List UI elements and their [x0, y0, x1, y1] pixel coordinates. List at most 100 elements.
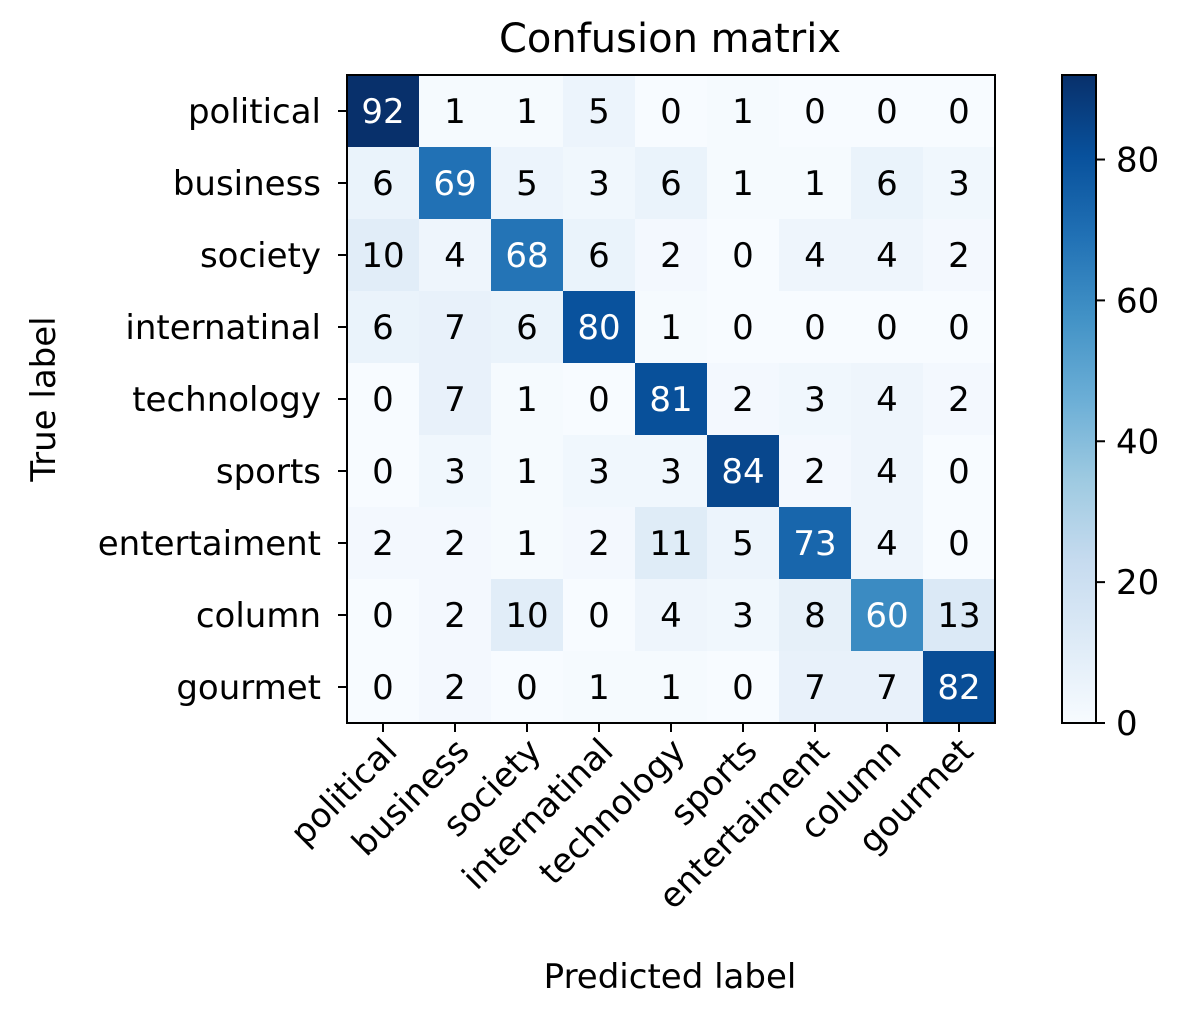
- colorbar-ticks: 0 20 40 60 80: [1096, 141, 1159, 744]
- heatmap-cell: [635, 363, 708, 436]
- cell-value-label: 1: [444, 92, 466, 132]
- y-tick-label: column: [196, 596, 321, 636]
- heatmap-cell: [419, 147, 492, 220]
- heatmap-cell: [923, 651, 996, 724]
- heatmap-cell: [419, 507, 492, 580]
- cell-value-label: 69: [433, 164, 476, 204]
- heatmap-cell: [419, 363, 492, 436]
- heatmap-cell: [779, 435, 852, 508]
- heatmap-cell: [347, 219, 420, 292]
- y-axis-label: True label: [24, 316, 64, 482]
- heatmap-cell: [707, 363, 780, 436]
- cell-value-label: 6: [588, 236, 610, 276]
- cell-value-label: 5: [732, 524, 754, 564]
- cell-value-label: 1: [516, 524, 538, 564]
- heatmap-cell: [635, 579, 708, 652]
- heatmap-cell: [419, 651, 492, 724]
- cell-value-label: 0: [516, 668, 538, 708]
- heatmap-cell: [707, 147, 780, 220]
- cell-value-label: 4: [444, 236, 466, 276]
- heatmap-cell: [923, 435, 996, 508]
- heatmap-cell: [851, 435, 924, 508]
- heatmap-cell: [851, 219, 924, 292]
- y-tick-label: entertaiment: [98, 524, 321, 564]
- heatmap-cell: [419, 291, 492, 364]
- cell-value-label: 0: [948, 92, 970, 132]
- y-tick-label: technology: [132, 380, 321, 420]
- heatmap-cell: [491, 147, 564, 220]
- heatmap-cell: [923, 219, 996, 292]
- cell-value-label: 60: [865, 596, 908, 636]
- colorbar-tick-label: 60: [1116, 281, 1159, 321]
- cell-value-label: 0: [660, 92, 682, 132]
- y-tick-label: society: [200, 236, 321, 276]
- cell-value-label: 4: [804, 236, 826, 276]
- cell-value-label: 8: [804, 596, 826, 636]
- heatmap-cell: [779, 291, 852, 364]
- heatmap-cell: [707, 435, 780, 508]
- y-tick-label: sports: [216, 452, 321, 492]
- cell-value-label: 10: [361, 236, 404, 276]
- cell-value-label: 0: [588, 596, 610, 636]
- chart-title: Confusion matrix: [499, 16, 841, 62]
- heatmap-cell: [491, 363, 564, 436]
- heatmap-cell: [779, 579, 852, 652]
- heatmap-cell: [923, 291, 996, 364]
- cell-value-label: 6: [660, 164, 682, 204]
- cell-value-label: 0: [732, 668, 754, 708]
- x-axis-ticks: politicalbusinesssocietyinternatinaltech…: [283, 723, 981, 917]
- cell-value-label: 2: [444, 596, 466, 636]
- cell-value-label: 2: [444, 524, 466, 564]
- heatmap-cell: [635, 147, 708, 220]
- cell-value-label: 1: [516, 452, 538, 492]
- heatmap-cell: [563, 75, 636, 148]
- heatmap-cell: [347, 75, 420, 148]
- heatmap-cell: [635, 219, 708, 292]
- cell-value-label: 1: [660, 668, 682, 708]
- cell-value-label: 0: [372, 380, 394, 420]
- heatmap-cell: [923, 363, 996, 436]
- cell-value-label: 0: [372, 452, 394, 492]
- cell-value-label: 5: [588, 92, 610, 132]
- cell-value-label: 3: [660, 452, 682, 492]
- cell-value-label: 1: [516, 380, 538, 420]
- heatmap-cell: [563, 219, 636, 292]
- cell-value-label: 4: [876, 524, 898, 564]
- cell-value-label: 3: [444, 452, 466, 492]
- heatmap-cell: [779, 75, 852, 148]
- cell-value-label: 1: [804, 164, 826, 204]
- heatmap-cell: [707, 219, 780, 292]
- cell-value-label: 0: [732, 308, 754, 348]
- colorbar: [1061, 74, 1097, 724]
- heatmap-cell: [851, 651, 924, 724]
- colorbar-tick-label: 80: [1116, 141, 1159, 181]
- cell-value-label: 92: [361, 92, 404, 132]
- cell-value-label: 6: [516, 308, 538, 348]
- cell-value-label: 2: [660, 236, 682, 276]
- colorbar-tick-label: 20: [1116, 563, 1159, 603]
- cell-value-label: 81: [649, 380, 692, 420]
- cell-value-label: 2: [804, 452, 826, 492]
- heatmap-cell: [707, 507, 780, 580]
- cell-value-label: 0: [732, 236, 754, 276]
- heatmap-cell: [635, 507, 708, 580]
- cell-value-label: 80: [577, 308, 620, 348]
- heatmap-cell: [347, 579, 420, 652]
- heatmap-cell: [635, 435, 708, 508]
- heatmap-cell: [635, 291, 708, 364]
- heatmap-cell: [491, 435, 564, 508]
- cell-value-label: 2: [948, 236, 970, 276]
- cell-value-label: 11: [649, 524, 692, 564]
- heatmap-cell: [779, 147, 852, 220]
- cell-value-label: 4: [876, 380, 898, 420]
- cell-value-label: 6: [372, 308, 394, 348]
- heatmap-cells: [347, 75, 996, 724]
- heatmap-cell: [923, 579, 996, 652]
- cell-value-label: 7: [876, 668, 898, 708]
- heatmap-cell-labels: 92 1 1 5 0 1 0 0 06 69 5 3 6 1 1 6 310 4 68 6 2 0 4 4 26 7 6 80 1 0 0 0…: [361, 92, 980, 708]
- heatmap-cell: [419, 75, 492, 148]
- cell-value-label: 73: [793, 524, 836, 564]
- heatmap-cell: [347, 291, 420, 364]
- cell-value-label: 3: [804, 380, 826, 420]
- cell-value-label: 1: [732, 92, 754, 132]
